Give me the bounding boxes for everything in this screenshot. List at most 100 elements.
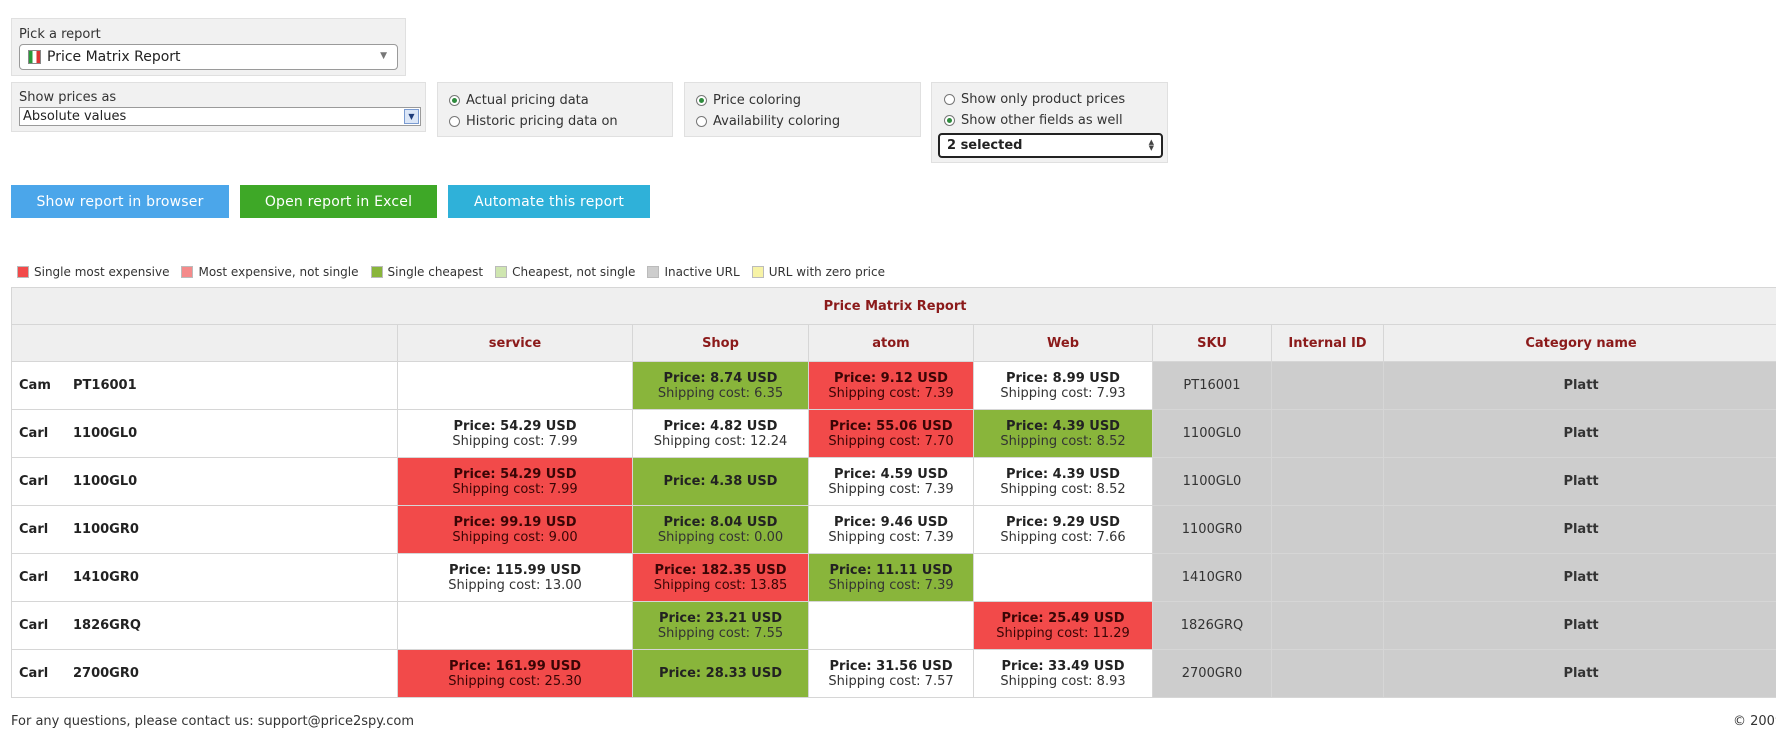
shipping-cost: Shipping cost: 7.39 (828, 385, 954, 401)
table-title: Price Matrix Report (10, 287, 1776, 325)
category-cell: Platt (1382, 361, 1776, 410)
price-cell: Price: 8.99 USD Shipping cost: 7.93 (973, 361, 1153, 410)
price-value: Price: 4.39 USD (1006, 466, 1120, 482)
show-prices-value: Absolute values (23, 109, 127, 124)
radio-label: Historic pricing data on (466, 114, 618, 129)
shipping-cost: Shipping cost: 7.93 (1000, 385, 1126, 401)
legend-swatch (751, 266, 764, 278)
product-code: 1100GR0 (73, 522, 139, 537)
show-report-browser-button[interactable]: Show report in browser (11, 185, 229, 218)
table-row: Carl 2700GR0 Price: 161.99 USD Shipping cos… (11, 649, 1776, 698)
column-header: SKU (1152, 324, 1272, 362)
shipping-cost: Shipping cost: 7.39 (828, 481, 954, 497)
price-value: Price: 4.59 USD (834, 466, 948, 482)
radio-actual-pricing[interactable]: Actual pricing data (449, 93, 589, 108)
product-cell: Carl 1410GR0 (11, 553, 398, 602)
price-value: Price: 4.39 USD (1006, 418, 1120, 434)
pricing-data-panel: Actual pricing data Historic pricing dat… (437, 82, 673, 137)
price-cell: Price: 54.29 USD Shipping cost: 7.99 (397, 409, 633, 458)
product-name: Carl (19, 474, 49, 489)
sku-cell: 1410GR0 (1152, 553, 1272, 602)
report-select-value: Price Matrix Report (47, 49, 181, 65)
price-value: Price: 55.06 USD (829, 418, 953, 434)
other-fields-multiselect[interactable]: 2 selected ▲ ▼ (938, 133, 1163, 158)
automate-report-button[interactable]: Automate this report (448, 185, 650, 218)
report-picker-panel: Pick a report Price Matrix Report ▼ (11, 18, 406, 76)
sku-cell: 1100GL0 (1152, 409, 1272, 458)
color-legend: Single most expensive Most expensive, not… (17, 265, 897, 279)
radio-other-fields[interactable]: Show other fields as well (944, 113, 1123, 128)
column-header (11, 324, 398, 362)
price-cell (397, 601, 633, 650)
dropdown-arrow-icon: ▼ (404, 109, 419, 124)
legend-label: Cheapest, not single (512, 265, 636, 279)
shipping-cost: Shipping cost: 7.66 (1000, 529, 1126, 545)
legend-item: Most expensive, not single (181, 265, 359, 279)
radio-availability-coloring[interactable]: Availability coloring (696, 114, 840, 129)
coloring-panel: Price coloring Availability coloring (684, 82, 921, 137)
price-cell: Price: 54.29 USD Shipping cost: 7.99 (397, 457, 633, 506)
internal-id-cell (1271, 409, 1384, 458)
report-select[interactable]: Price Matrix Report ▼ (19, 44, 398, 70)
price-cell: Price: 33.49 USD Shipping cost: 8.93 (973, 649, 1153, 698)
product-name: Carl (19, 570, 49, 585)
column-header: Category name (1382, 324, 1776, 362)
legend-item: Single cheapest (370, 265, 484, 279)
legend-label: Single most expensive (34, 265, 170, 279)
price-cell: Price: 4.59 USD Shipping cost: 7.39 (808, 457, 974, 506)
price-cell (808, 601, 974, 650)
price-cell: Price: 161.99 USD Shipping cost: 25.30 (397, 649, 633, 698)
price-value: Price: 8.74 USD (663, 370, 778, 386)
table-row: Carl 1100GL0 Price: 54.29 USD Shipping cost… (11, 457, 1776, 506)
shipping-cost: Shipping cost: 13.00 (448, 577, 582, 593)
product-name: Cam (19, 378, 51, 393)
column-header: service (397, 324, 633, 362)
price-value: Price: 161.99 USD (448, 658, 582, 674)
shipping-cost: Shipping cost: 25.30 (448, 673, 582, 689)
price-cell: Price: 8.04 USD Shipping cost: 0.00 (632, 505, 809, 554)
radio-only-product-prices[interactable]: Show only product prices (944, 92, 1125, 107)
legend-label: Inactive URL (664, 265, 740, 279)
fields-panel: Show only product prices Show other fiel… (931, 82, 1168, 163)
price-cell: Price: 182.35 USD Shipping cost: 13.85 (632, 553, 809, 602)
price-value: Price: 9.12 USD (834, 370, 948, 386)
price-cell (973, 553, 1153, 602)
show-prices-select[interactable]: Absolute values ▼ (19, 107, 421, 126)
sku-cell: PT16001 (1152, 361, 1272, 410)
price-value: Price: 4.38 USD (663, 474, 778, 489)
radio-historic-pricing[interactable]: Historic pricing data on (449, 114, 618, 129)
internal-id-cell (1271, 601, 1384, 650)
radio-label: Price coloring (713, 93, 801, 108)
open-report-excel-button[interactable]: Open report in Excel (240, 185, 437, 218)
radio-button-icon (696, 95, 707, 106)
radio-button-icon (944, 94, 955, 105)
price-value: Price: 8.04 USD (663, 514, 778, 530)
product-code: 2700GR0 (73, 666, 139, 681)
radio-label: Actual pricing data (466, 93, 589, 108)
show-prices-label: Show prices as (19, 90, 117, 105)
price-value: Price: 115.99 USD (448, 562, 582, 578)
radio-price-coloring[interactable]: Price coloring (696, 93, 801, 108)
shipping-cost: Shipping cost: 8.52 (1000, 481, 1126, 497)
internal-id-cell (1271, 457, 1384, 506)
price-value: Price: 99.19 USD (453, 514, 577, 530)
legend-swatch (17, 266, 29, 278)
shipping-cost: Shipping cost: 7.70 (828, 433, 954, 449)
shipping-cost: Shipping cost: 7.99 (452, 433, 578, 449)
internal-id-cell (1271, 361, 1384, 410)
column-header: Web (973, 324, 1153, 362)
shipping-cost: Shipping cost: 7.55 (657, 625, 784, 641)
price-cell: Price: 9.12 USD Shipping cost: 7.39 (808, 361, 974, 410)
price-value: Price: 9.46 USD (834, 514, 948, 530)
price-value: Price: 8.99 USD (1006, 370, 1120, 386)
report-icon (28, 50, 41, 64)
internal-id-cell (1271, 649, 1384, 698)
price-value: Price: 11.11 USD (829, 562, 953, 578)
price-value: Price: 54.29 USD (453, 466, 577, 482)
price-cell: Price: 11.11 USD Shipping cost: 7.39 (808, 553, 974, 602)
legend-label: Single cheapest (387, 265, 484, 279)
price-value: Price: 33.49 USD (1001, 658, 1125, 674)
table-row: Carl 1826GRQ Price: 23.21 USD Shipping cost… (11, 601, 1776, 650)
product-code: 1100GL0 (73, 426, 138, 441)
chevron-down-icon: ▼ (380, 51, 387, 61)
